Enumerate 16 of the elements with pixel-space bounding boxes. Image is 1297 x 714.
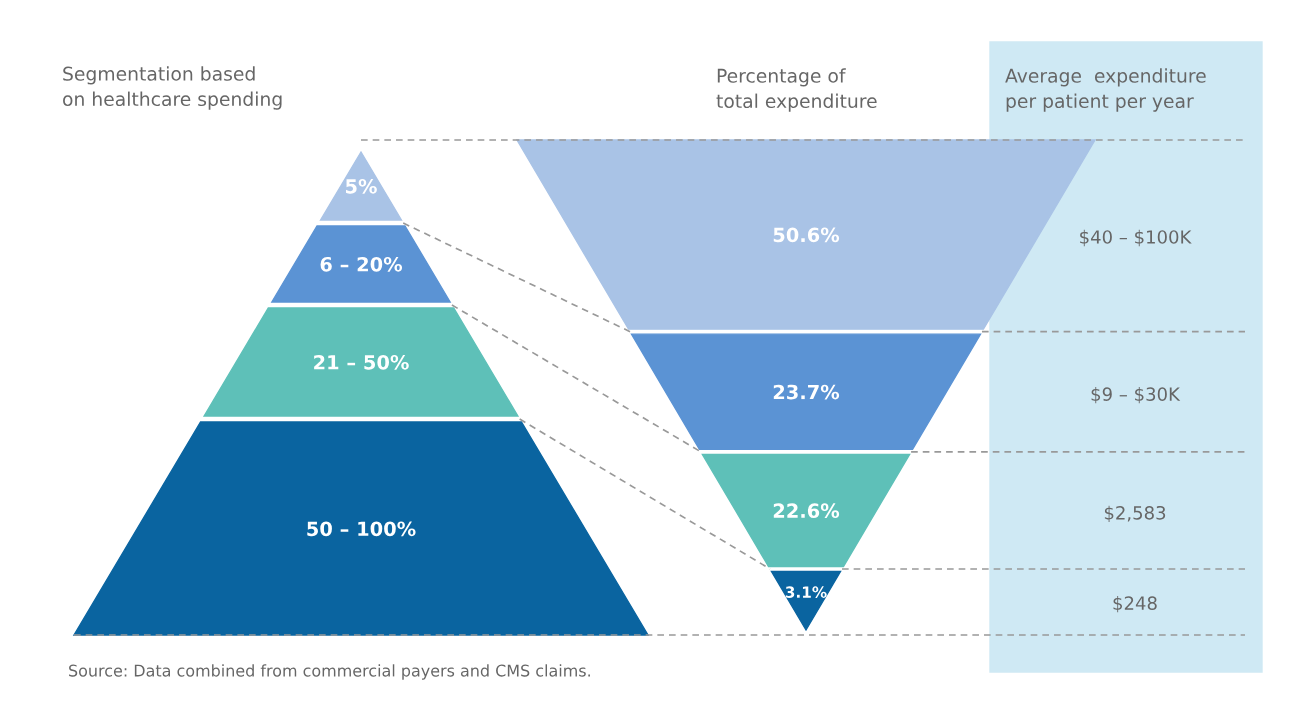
source-note: Source: Data combined from commercial payers and CMS claims. (69, 664, 590, 680)
category-label: $40 – $100K (1080, 229, 1192, 247)
text: Percentage of total expenditure (716, 68, 877, 112)
data-label: 22.6% (773, 503, 840, 519)
data-label: 23.7% (773, 384, 840, 400)
text: Segmentation based on healthcare spending (63, 66, 282, 110)
category-label: 21 – 50% (314, 354, 409, 370)
category-label: $248 (1113, 596, 1157, 613)
category-label: $2,583 (1104, 505, 1166, 523)
text: Average expenditure per patient per year (1005, 68, 1206, 112)
data-label: 50.6% (773, 227, 840, 243)
category-label: 6 – 20% (320, 256, 403, 272)
data-label: 3.1% (785, 586, 827, 598)
category-label: 5% (345, 178, 377, 194)
category-label: $9 – $30K (1091, 387, 1181, 404)
category-label: 50 – 100% (307, 521, 416, 537)
